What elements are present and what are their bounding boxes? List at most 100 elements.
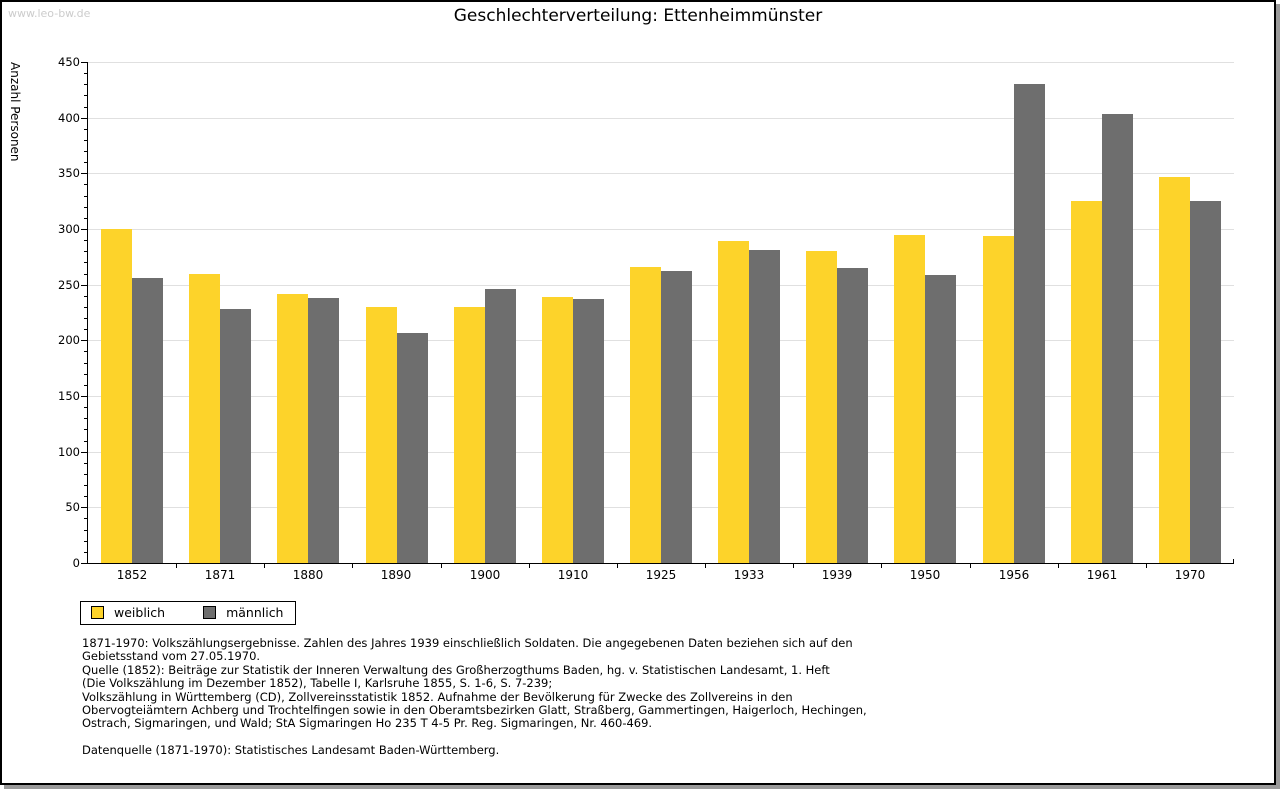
y-minor-tick: [84, 151, 88, 152]
chart-title: Geschlechterverteilung: Ettenheimmünster: [453, 6, 823, 26]
y-minor-tick: [84, 541, 88, 542]
y-minor-tick: [84, 374, 88, 375]
y-minor-tick: [84, 530, 88, 531]
y-minor-tick: [84, 485, 88, 486]
gridline: [88, 118, 1234, 119]
bar-männlich: [661, 271, 692, 563]
bar-weiblich: [454, 307, 485, 563]
legend-label: männlich: [226, 605, 284, 620]
x-boundary-tick: [176, 563, 177, 568]
bar-männlich: [749, 250, 780, 563]
x-tick-label: 1900: [469, 568, 501, 582]
bar-weiblich: [718, 241, 749, 563]
y-minor-tick: [84, 73, 88, 74]
y-major-tick: [81, 563, 88, 564]
y-minor-tick: [84, 407, 88, 408]
gridline: [88, 62, 1234, 63]
y-minor-tick: [84, 429, 88, 430]
y-tick-label: 400: [58, 111, 80, 125]
legend: weiblich männlich: [80, 601, 297, 625]
source-note: 1871-1970: Volkszählungsergebnisse. Zahl…: [82, 636, 867, 731]
y-major-tick: [81, 118, 88, 119]
y-minor-tick: [84, 240, 88, 241]
y-minor-tick: [84, 95, 88, 96]
y-tick-label: 0: [72, 556, 80, 570]
bar-weiblich: [101, 229, 132, 563]
legend-label: weiblich: [114, 605, 166, 620]
data-source-note: Datenquelle (1871-1970): Statistisches L…: [82, 743, 500, 757]
x-boundary-tick: [970, 563, 971, 568]
bar-männlich: [1102, 114, 1133, 563]
y-minor-tick: [84, 351, 88, 352]
y-minor-tick: [84, 463, 88, 464]
y-minor-tick: [84, 441, 88, 442]
y-minor-tick: [84, 329, 88, 330]
y-major-tick: [81, 173, 88, 174]
x-boundary-tick: [793, 563, 794, 568]
y-minor-tick: [84, 184, 88, 185]
x-tick-label: 1852: [116, 568, 148, 582]
y-major-tick: [81, 340, 88, 341]
watermark: www.leo-bw.de: [8, 7, 91, 20]
x-tick-label: 1970: [1174, 568, 1206, 582]
y-minor-tick: [84, 363, 88, 364]
bar-weiblich: [806, 251, 837, 563]
y-tick-label: 100: [58, 445, 80, 459]
y-major-tick: [81, 229, 88, 230]
y-minor-tick: [84, 251, 88, 252]
x-tick-label: 1880: [292, 568, 324, 582]
y-tick-label: 150: [58, 389, 80, 403]
y-major-tick: [81, 285, 88, 286]
bar-männlich: [397, 333, 428, 563]
bar-weiblich: [189, 274, 220, 563]
y-minor-tick: [84, 518, 88, 519]
y-minor-tick: [84, 318, 88, 319]
x-tick-label: 1871: [204, 568, 236, 582]
bar-männlich: [220, 309, 251, 563]
y-major-tick: [81, 507, 88, 508]
bar-weiblich: [542, 297, 573, 563]
y-minor-tick: [84, 552, 88, 553]
legend-item: weiblich: [91, 605, 165, 620]
y-minor-tick: [84, 84, 88, 85]
legend-swatch: [91, 606, 104, 619]
bar-männlich: [485, 289, 516, 563]
y-minor-tick: [84, 296, 88, 297]
y-minor-tick: [84, 385, 88, 386]
bar-weiblich: [1159, 177, 1190, 563]
y-minor-tick: [84, 218, 88, 219]
x-boundary-tick: [352, 563, 353, 568]
y-major-tick: [81, 396, 88, 397]
plot-area: 1852 1871 1880 1890 1900 1910 1925 1933 1939 1950…: [81, 62, 1234, 582]
y-minor-tick: [84, 496, 88, 497]
y-minor-tick: [84, 262, 88, 263]
bar-männlich: [1014, 84, 1045, 563]
y-minor-tick: [84, 196, 88, 197]
x-tick-label: 1939: [821, 568, 853, 582]
x-boundary-tick: [881, 563, 882, 568]
y-minor-tick: [84, 307, 88, 308]
x-tick-label: 1890: [380, 568, 412, 582]
y-tick-label: 450: [58, 55, 80, 69]
y-minor-tick: [84, 418, 88, 419]
y-major-tick: [81, 62, 88, 63]
y-tick-label: 350: [58, 166, 80, 180]
bar-weiblich: [894, 235, 925, 563]
bar-weiblich: [983, 236, 1014, 563]
y-minor-tick: [84, 107, 88, 108]
x-tick-label: 1933: [733, 568, 765, 582]
bar-männlich: [1190, 201, 1221, 563]
gridline: [88, 173, 1234, 174]
y-tick-label: 50: [65, 500, 80, 514]
x-axis-end-tick: [1233, 559, 1234, 563]
bar-männlich: [573, 299, 604, 563]
y-minor-tick: [84, 162, 88, 163]
x-tick-label: 1925: [645, 568, 677, 582]
y-minor-tick: [84, 274, 88, 275]
y-minor-tick: [84, 474, 88, 475]
x-boundary-tick: [617, 563, 618, 568]
y-tick-label: 200: [58, 333, 80, 347]
x-tick-label: 1950: [909, 568, 941, 582]
x-tick-label: 1956: [998, 568, 1030, 582]
